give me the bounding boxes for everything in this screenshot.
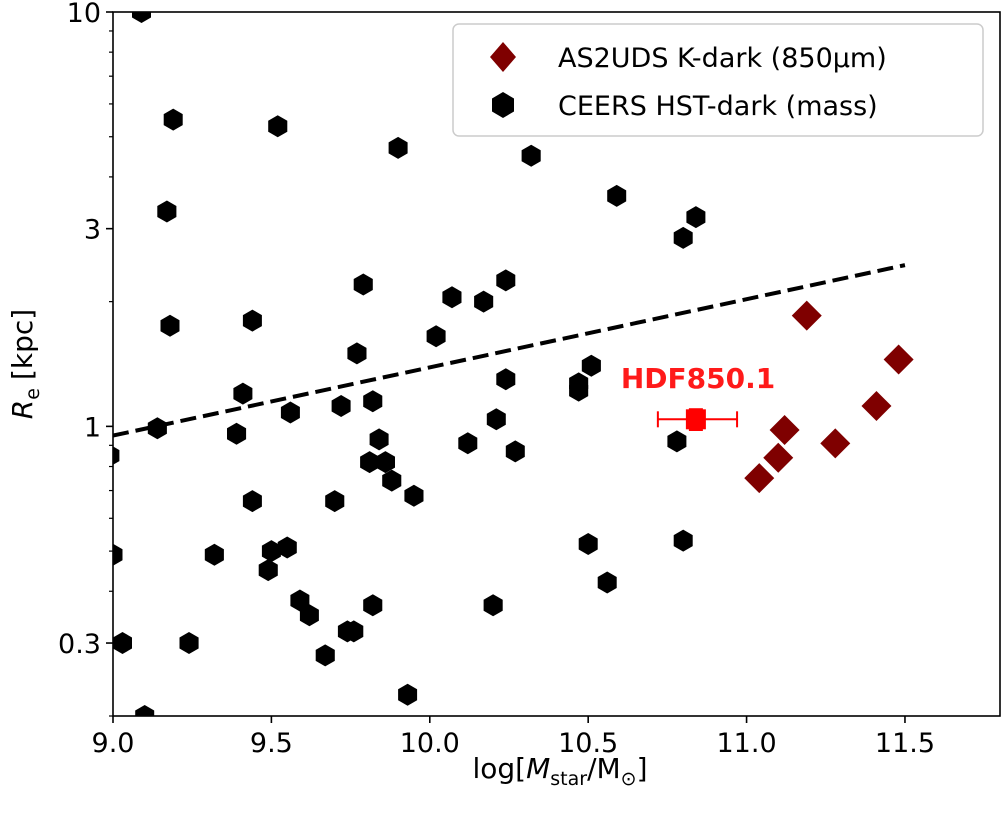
ceers-data-point [204, 543, 224, 566]
legend-label-as2uds: AS2UDS K-dark (850μm) [558, 43, 887, 74]
legend-box [452, 23, 984, 137]
x-tick-label: 10.5 [558, 728, 618, 759]
ceers-data-point [315, 644, 335, 667]
ceers-data-point [147, 417, 167, 440]
x-axis-label: log[Mstar/M⊙] [472, 752, 647, 790]
x-tick-label: 10.0 [400, 728, 460, 759]
ceers-data-point [581, 354, 601, 377]
y-tick-label: 3 [84, 215, 101, 246]
legend-label-ceers: CEERS HST-dark (mass) [558, 91, 878, 122]
ceers-data-point [325, 490, 345, 513]
ceers-data-point [426, 325, 446, 348]
ceers-data-point [486, 408, 506, 431]
ceers-data-point [505, 440, 525, 463]
ceers-data-point [258, 559, 278, 582]
ceers-data-point [179, 632, 199, 654]
ceers-data-point [268, 115, 288, 138]
ceers-data-point [163, 108, 183, 131]
ceers-data-point [673, 226, 693, 249]
ceers-data-point [344, 620, 364, 643]
as2uds-data-point [820, 428, 851, 459]
ceers-data-point [113, 632, 132, 654]
ceers-data-point [233, 382, 253, 405]
ceers-data-point [521, 144, 541, 167]
x-tick-label: 9.5 [250, 728, 293, 759]
ceers-data-point [347, 342, 367, 365]
ceers-data-point [290, 589, 310, 612]
as2uds-data-point [763, 442, 794, 473]
ceers-data-point [458, 432, 478, 455]
ceers-data-point [242, 490, 262, 513]
ceers-data-point [398, 683, 418, 706]
ceers-data-point [442, 286, 462, 309]
ceers-data-point [135, 705, 155, 716]
as2uds-data-point [744, 463, 775, 494]
as2uds-data-point [791, 300, 822, 331]
ceers-data-point [607, 184, 627, 207]
y-tick-label: 0.3 [58, 629, 101, 660]
ceers-data-point [474, 290, 494, 313]
legend-hexagon-marker [492, 92, 514, 118]
x-tick-label: 11.0 [717, 728, 777, 759]
y-tick-label: 1 [84, 412, 101, 443]
legend-diamond-marker [490, 42, 516, 72]
ceers-data-point [388, 136, 408, 159]
ceers-data-point [360, 451, 380, 474]
ceers-data-point [261, 540, 281, 563]
ceers-data-point [280, 401, 300, 424]
as2uds-data-point [883, 344, 914, 375]
x-tick-label: 11.5 [875, 728, 935, 759]
ceers-data-point [496, 269, 516, 292]
ceers-data-point [578, 533, 598, 555]
ceers-data-point [353, 273, 373, 296]
legend: AS2UDS K-dark (850μm) CEERS HST-dark (ma… [452, 23, 984, 137]
ceers-data-point [113, 543, 123, 566]
ceers-data-point [483, 594, 503, 617]
ceers-data-point [686, 206, 706, 229]
ceers-data-point [157, 200, 177, 223]
ceers-data-point [363, 594, 383, 617]
ceers-data-point [597, 571, 617, 594]
ceers-data-point [113, 446, 120, 465]
as2uds-data-point [861, 390, 892, 421]
ceers-data-point [375, 451, 395, 474]
ceers-data-point [569, 379, 589, 402]
ceers-data-point [363, 390, 383, 413]
y-tick-label: 10 [67, 0, 101, 29]
hdf850-annotation: HDF850.1 [621, 362, 775, 395]
trend-line [113, 263, 906, 438]
x-tick-label: 9.0 [92, 728, 135, 759]
ceers-data-point [667, 430, 687, 453]
as2uds-data-point [769, 415, 800, 446]
ceers-data-point [227, 422, 247, 445]
ceers-data-point [331, 395, 351, 417]
ceers-data-point [160, 314, 180, 337]
ceers-data-point [132, 12, 151, 23]
plot-frame [112, 11, 1001, 717]
ceers-data-point [673, 529, 693, 552]
ceers-data-point [496, 368, 516, 391]
ceers-data-point [299, 604, 319, 627]
ceers-data-point [382, 469, 402, 492]
ceers-data-point [242, 309, 262, 332]
ceers-data-point [404, 484, 424, 507]
ceers-data-point [369, 428, 389, 451]
y-axis-label: Re[kpc] [6, 309, 44, 419]
ceers-data-point [277, 536, 297, 559]
hdf850-data-point [685, 409, 706, 430]
